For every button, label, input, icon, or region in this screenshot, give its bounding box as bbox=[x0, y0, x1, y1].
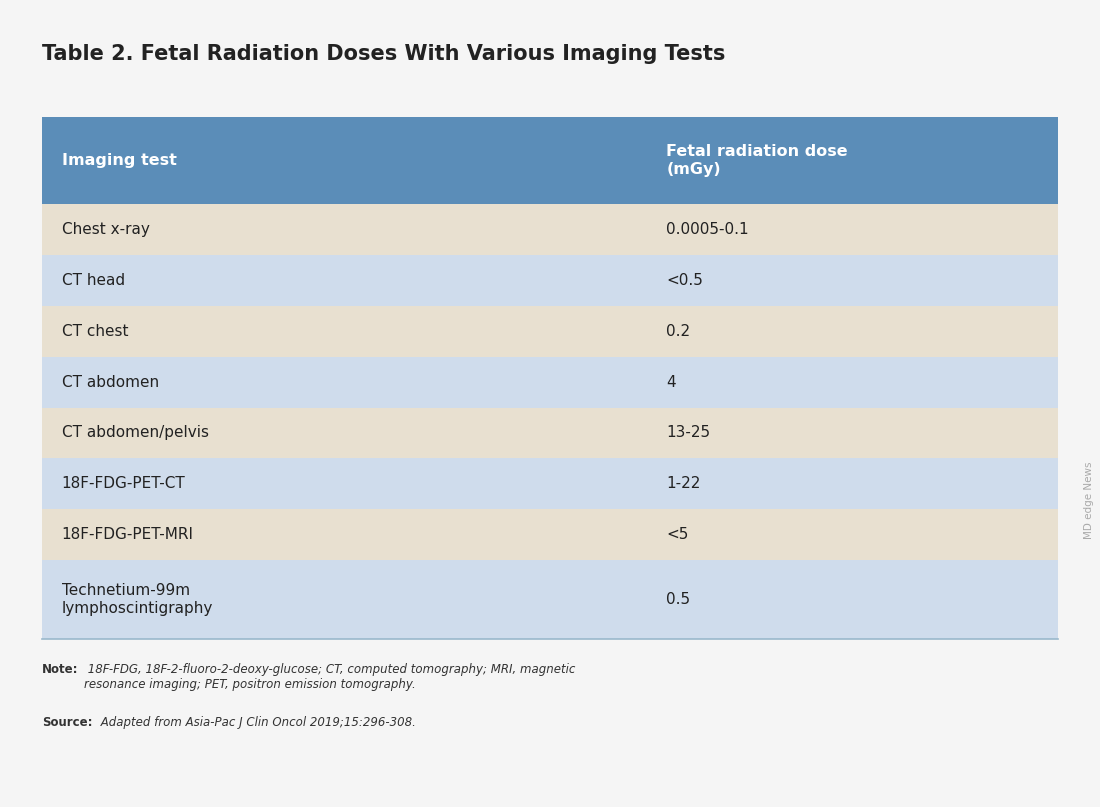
Text: 0.0005-0.1: 0.0005-0.1 bbox=[667, 222, 749, 237]
Text: 0.5: 0.5 bbox=[667, 592, 691, 607]
Text: <0.5: <0.5 bbox=[667, 273, 703, 288]
Text: CT chest: CT chest bbox=[62, 324, 128, 339]
Text: Chest x-ray: Chest x-ray bbox=[62, 222, 150, 237]
Text: Table 2. Fetal Radiation Doses With Various Imaging Tests: Table 2. Fetal Radiation Doses With Vari… bbox=[42, 44, 725, 65]
Text: CT abdomen: CT abdomen bbox=[62, 374, 158, 390]
Text: Source:: Source: bbox=[42, 716, 92, 729]
Text: CT abdomen/pelvis: CT abdomen/pelvis bbox=[62, 425, 209, 441]
Text: 18F-FDG, 18F-2-fluoro-2-deoxy-glucose; CT, computed tomography; MRI, magnetic
re: 18F-FDG, 18F-2-fluoro-2-deoxy-glucose; C… bbox=[84, 663, 575, 692]
Text: 0.2: 0.2 bbox=[667, 324, 691, 339]
Text: Adapted from Asia-Pac J Clin Oncol 2019;15:296-308.: Adapted from Asia-Pac J Clin Oncol 2019;… bbox=[97, 716, 416, 729]
Text: 1-22: 1-22 bbox=[667, 476, 701, 491]
Text: Imaging test: Imaging test bbox=[62, 153, 176, 168]
Text: CT head: CT head bbox=[62, 273, 124, 288]
Text: Fetal radiation dose
(mGy): Fetal radiation dose (mGy) bbox=[667, 144, 848, 177]
Text: 18F-FDG-PET-MRI: 18F-FDG-PET-MRI bbox=[62, 527, 194, 542]
Text: 18F-FDG-PET-CT: 18F-FDG-PET-CT bbox=[62, 476, 185, 491]
Text: MD edge News: MD edge News bbox=[1085, 462, 1094, 539]
Text: 4: 4 bbox=[667, 374, 676, 390]
Text: <5: <5 bbox=[667, 527, 689, 542]
Text: Technetium-99m
lymphoscintigraphy: Technetium-99m lymphoscintigraphy bbox=[62, 583, 213, 616]
Text: Note:: Note: bbox=[42, 663, 78, 676]
Text: 13-25: 13-25 bbox=[667, 425, 711, 441]
